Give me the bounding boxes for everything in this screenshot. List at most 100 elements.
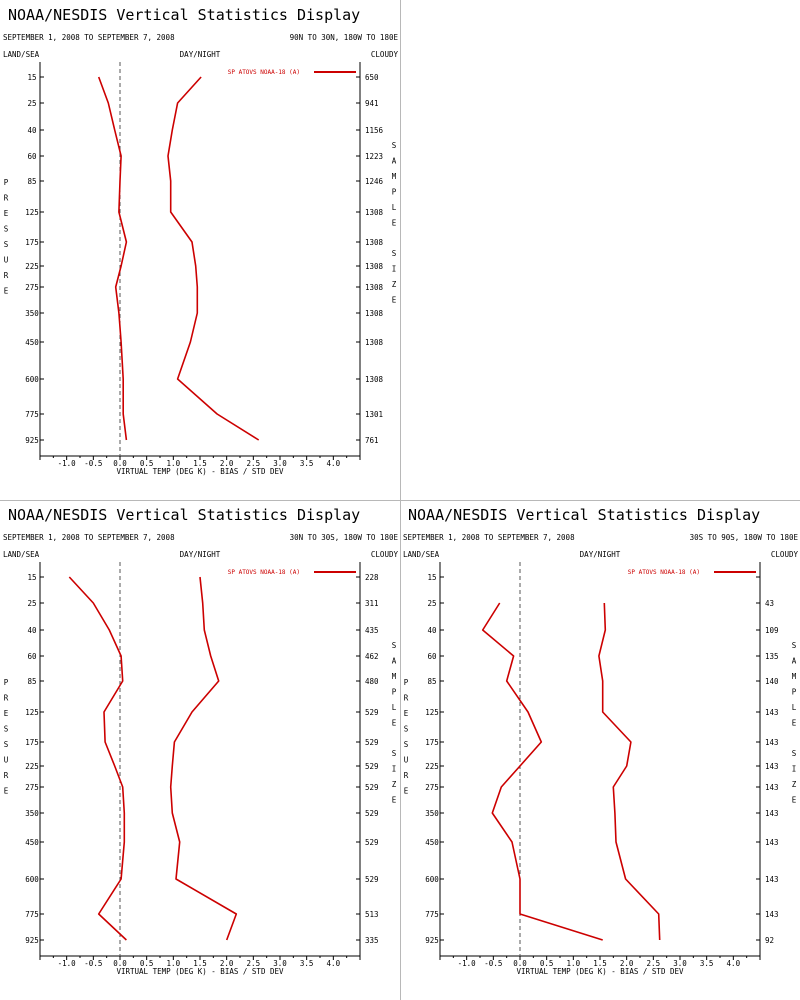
x-tick-label: 1.0 (167, 959, 181, 968)
right-axis-label-letter: E (792, 796, 797, 805)
x-tick-label: 1.0 (167, 459, 181, 468)
x-tick-label: -0.5 (84, 959, 102, 968)
pressure-label: 175 (25, 238, 39, 247)
pressure-label: 925 (25, 436, 39, 445)
sample-size-label: 529 (365, 809, 379, 818)
y-axis-label-letter: E (4, 787, 9, 796)
cloudy-label: CLOUDY (771, 550, 799, 559)
sample-size-label: 228 (365, 573, 379, 582)
pressure-label: 25 (27, 599, 36, 608)
chart-svg: NOAA/NESDIS Vertical Statistics Display S… (403, 506, 799, 976)
sample-size-label: 143 (765, 838, 779, 847)
legend-label: SP ATOVS NOAA-18 (A) (628, 569, 700, 576)
chart-title: NOAA/NESDIS Vertical Statistics Display (8, 506, 360, 524)
right-axis-label-letter: S (792, 641, 797, 650)
pressure-label: 600 (25, 875, 39, 884)
right-axis-label-letter: L (392, 703, 397, 712)
right-axis-label-letter: A (392, 157, 397, 166)
y-axis-label-letter: S (404, 740, 409, 749)
day-night-label: DAY/NIGHT (180, 550, 221, 559)
sample-size-label: 761 (365, 436, 379, 445)
sample-size-label: 435 (365, 626, 379, 635)
right-axis-label-letter: S (392, 249, 397, 258)
x-tick-label: 1.5 (193, 459, 207, 468)
x-axis-label: VIRTUAL TEMP (DEG K) - BIAS / STD DEV (116, 467, 284, 476)
pressure-label: 275 (425, 783, 439, 792)
pressure-label: 350 (25, 309, 39, 318)
pressure-label: 275 (25, 783, 39, 792)
pressure-label: 775 (425, 910, 439, 919)
series-line-bias (97, 76, 128, 441)
pressure-label: 60 (427, 652, 437, 661)
sample-size-label: 462 (365, 652, 379, 661)
pressure-label: 85 (27, 677, 36, 686)
sample-size-label: 92 (765, 936, 774, 945)
right-axis-label-letter: M (392, 172, 397, 181)
land-sea-label: LAND/SEA (3, 550, 40, 559)
right-axis-label-letter: Z (392, 280, 397, 289)
sample-size-label: 1246 (365, 177, 384, 186)
sample-size-label: 335 (365, 936, 379, 945)
x-tick-label: -1.0 (58, 959, 77, 968)
sample-size-label: 1308 (365, 262, 384, 271)
chart-panel-30n-30s: NOAA/NESDIS Vertical Statistics Display S… (0, 500, 400, 1000)
right-axis-label-letter: E (392, 296, 397, 305)
right-axis-label-letter: M (792, 672, 797, 681)
region-label: 90N TO 30N, 180W TO 180E (290, 33, 399, 42)
y-axis-label-letter: S (4, 740, 9, 749)
pressure-label: 40 (27, 626, 37, 635)
right-axis-label-letter: E (792, 719, 797, 728)
x-tick-label: 4.0 (327, 959, 341, 968)
sample-size-label: 143 (765, 708, 779, 717)
sample-size-label: 43 (765, 599, 774, 608)
pressure-label: 175 (425, 738, 439, 747)
y-axis-label-letter: P (404, 678, 409, 687)
chart-title: NOAA/NESDIS Vertical Statistics Display (408, 506, 760, 524)
right-axis-label-letter: S (792, 749, 797, 758)
x-tick-label: 0.0 (113, 459, 127, 468)
day-night-label: DAY/NIGHT (580, 550, 621, 559)
pressure-label: 225 (25, 262, 39, 271)
right-axis-label-letter: I (392, 765, 397, 774)
sample-size-label: 140 (765, 677, 779, 686)
y-axis-label-letter: U (4, 256, 9, 265)
pressure-label: 275 (25, 283, 39, 292)
sample-size-label: 143 (765, 875, 779, 884)
y-axis-label-letter: P (4, 678, 9, 687)
series-line-std-dev (169, 576, 238, 941)
pressure-label: 600 (25, 375, 39, 384)
y-axis-label-letter: R (4, 771, 9, 780)
x-tick-label: 3.0 (673, 959, 687, 968)
right-axis-label-letter: L (792, 703, 797, 712)
x-tick-label: 0.5 (140, 959, 154, 968)
right-axis-label-letter: E (392, 219, 397, 228)
pressure-label: 450 (25, 838, 39, 847)
x-tick-label: -0.5 (484, 959, 502, 968)
chart-title: NOAA/NESDIS Vertical Statistics Display (8, 6, 360, 24)
right-axis-label-letter: S (392, 641, 397, 650)
pressure-label: 25 (27, 99, 36, 108)
sample-size-label: 529 (365, 875, 379, 884)
x-tick-label: 0.0 (113, 959, 127, 968)
pressure-label: 925 (25, 936, 39, 945)
x-tick-label: 3.0 (273, 459, 287, 468)
x-axis-label: VIRTUAL TEMP (DEG K) - BIAS / STD DEV (116, 967, 284, 976)
right-axis-label-letter: A (792, 657, 797, 666)
sample-size-label: 143 (765, 809, 779, 818)
y-axis-label-letter: E (4, 709, 9, 718)
pressure-label: 60 (27, 652, 37, 661)
right-axis-label-letter: L (392, 203, 397, 212)
sample-size-label: 513 (365, 910, 379, 919)
x-tick-label: 3.0 (273, 959, 287, 968)
x-tick-label: 2.0 (220, 459, 234, 468)
sample-size-label: 311 (365, 599, 379, 608)
sample-size-label: 1308 (365, 208, 384, 217)
y-axis-label-letter: R (4, 271, 9, 280)
pressure-label: 600 (425, 875, 439, 884)
sample-size-label: 480 (365, 677, 379, 686)
series-line-std-dev (167, 76, 260, 441)
pressure-label: 40 (27, 126, 37, 135)
sample-size-label: 1308 (365, 309, 384, 318)
pressure-label: 125 (25, 708, 39, 717)
right-axis-label-letter: P (392, 188, 397, 197)
